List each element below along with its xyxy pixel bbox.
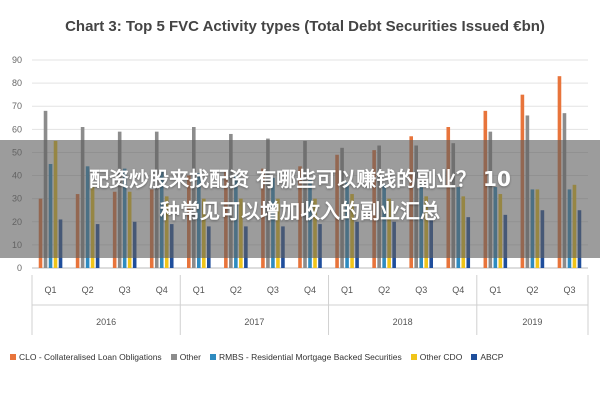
legend-swatch	[471, 354, 478, 360]
y-tick-label: 0	[17, 263, 22, 273]
x-tick-label: Q4	[304, 285, 316, 295]
legend-item: ABCP	[471, 352, 503, 362]
x-tick-label: Q4	[156, 285, 168, 295]
legend-label: RMBS - Residential Mortgage Backed Secur…	[218, 352, 402, 362]
legend-label: Other CDO	[419, 352, 463, 362]
x-tick-label: Q3	[415, 285, 427, 295]
x-axis: Q1 Q2 Q3 Q4 Q1 Q2 Q3 Q4 Q1 Q2 Q3 Q4 Q1 Q2 Q3 2016 2017 20…	[31, 275, 589, 335]
x-group-label: 2017	[244, 317, 264, 327]
x-tick-label: Q2	[378, 285, 390, 295]
legend-label: CLO - Collateralised Loan Obligations	[19, 352, 162, 362]
y-tick-label: 90	[12, 55, 22, 65]
legend-item: CLO - Collateralised Loan Obligations	[10, 352, 162, 362]
chart-title: Chart 3: Top 5 FVC Activity types (Total…	[65, 18, 545, 35]
x-tick-label: Q1	[45, 285, 57, 295]
legend-swatch	[10, 354, 16, 360]
legend-item: Other	[170, 352, 201, 362]
x-group-label: 2018	[393, 317, 413, 327]
x-group-label: 2016	[96, 317, 116, 327]
legend-swatch	[410, 354, 417, 360]
legend-label: ABCP	[480, 352, 504, 362]
x-tick-label: Q1	[193, 285, 205, 295]
x-tick-label: Q1	[341, 285, 353, 295]
legend-swatch	[209, 354, 216, 360]
x-tick-label: Q2	[526, 285, 538, 295]
overlay-caption-line1: 配资炒股来找配资 有哪些可以赚钱的副业？ 10	[89, 167, 511, 191]
x-tick-label: Q3	[563, 285, 575, 295]
y-tick-label: 70	[12, 101, 22, 111]
x-group-label: 2019	[522, 317, 542, 327]
legend-item: RMBS - Residential Mortgage Backed Secur…	[209, 352, 402, 362]
x-tick-label: Q4	[452, 285, 464, 295]
x-tick-label: Q3	[267, 285, 279, 295]
legend-swatch	[170, 354, 177, 360]
y-tick-label: 60	[12, 124, 22, 134]
overlay-banner	[0, 140, 600, 258]
chart-legend: CLO - Collateralised Loan Obligations Oth…	[10, 352, 595, 362]
overlay-caption-line2: 种常见可以增加收入的副业汇总	[160, 199, 440, 223]
x-tick-label: Q3	[119, 285, 131, 295]
legend-label: Other	[179, 352, 201, 362]
y-tick-label: 80	[12, 78, 22, 88]
overlay-caption: 配资炒股来找配资 有哪些可以赚钱的副业？ 10 种常见可以增加收入的副业汇总	[20, 163, 580, 227]
legend-item: Other CDO	[410, 352, 463, 362]
x-tick-label: Q2	[230, 285, 242, 295]
x-tick-label: Q1	[489, 285, 501, 295]
x-tick-label: Q2	[82, 285, 94, 295]
